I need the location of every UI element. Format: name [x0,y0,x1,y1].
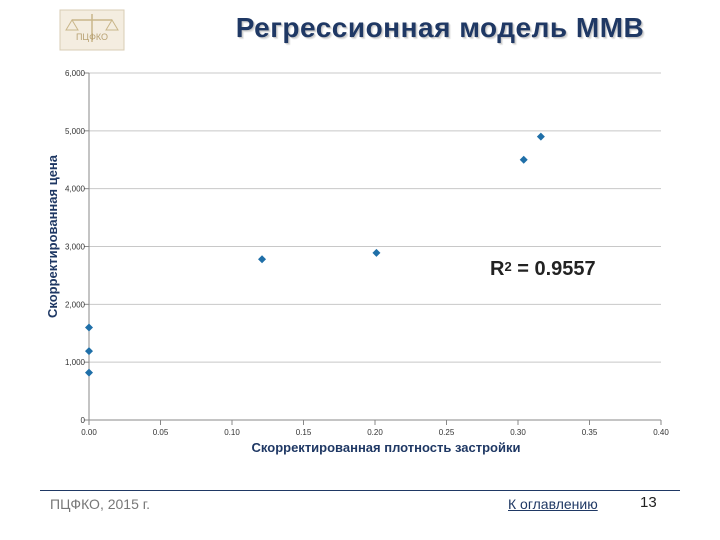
data-point [372,248,381,257]
x-tick-label: 0.05 [153,428,169,437]
y-tick-label: 5,000 [65,127,86,136]
logo: ПЦФКО [59,9,125,51]
y-tick-label: 1,000 [65,358,86,367]
x-tick-label: 0.35 [582,428,598,437]
data-points [85,132,545,377]
y-tick-label: 3,000 [65,243,86,252]
data-point [519,155,528,164]
x-tick-label: 0.30 [510,428,526,437]
data-point [85,368,93,377]
x-tick-label: 0.20 [367,428,383,437]
data-point [536,132,545,141]
x-tick-label: 0.00 [81,428,97,437]
page-title: Регрессионная модель ММВ [235,12,645,43]
x-tick-label: 0.40 [653,428,669,437]
logo-text: ПЦФКО [76,32,108,42]
y-tick-label: 0 [81,416,86,425]
footer-organization: ПЦФКО, 2015 г. [50,496,151,512]
data-point [85,323,93,332]
footer-divider [40,490,680,491]
y-axis-label: Скорректированная цена [45,154,60,318]
data-point [258,255,267,264]
axes [84,72,662,425]
y-tick-label: 4,000 [65,185,86,194]
x-tick-label: 0.25 [439,428,455,437]
page-number: 13 [640,494,657,511]
r2-value: = 0.9557 [511,258,596,280]
x-tick-label: 0.15 [296,428,312,437]
r2-superscript: 2 [504,259,512,274]
y-tick-labels: 0 1,000 2,000 3,000 4,000 5,000 6,000 [65,69,86,425]
y-tick-label: 2,000 [65,300,86,309]
table-of-contents-link[interactable]: К оглавлению [508,496,598,512]
grid-lines [89,72,661,363]
y-tick-label: 6,000 [65,69,86,78]
x-axis-label: Скорректированная плотность застройки [252,440,521,455]
data-point [85,347,93,356]
r2-base: R [490,258,505,280]
x-tick-labels: 0.00 0.05 0.10 0.15 0.20 0.25 0.30 0.35 0.40 [81,428,669,437]
r-squared-label: R2 = 0.9557 [490,258,596,281]
x-tick-label: 0.10 [224,428,240,437]
